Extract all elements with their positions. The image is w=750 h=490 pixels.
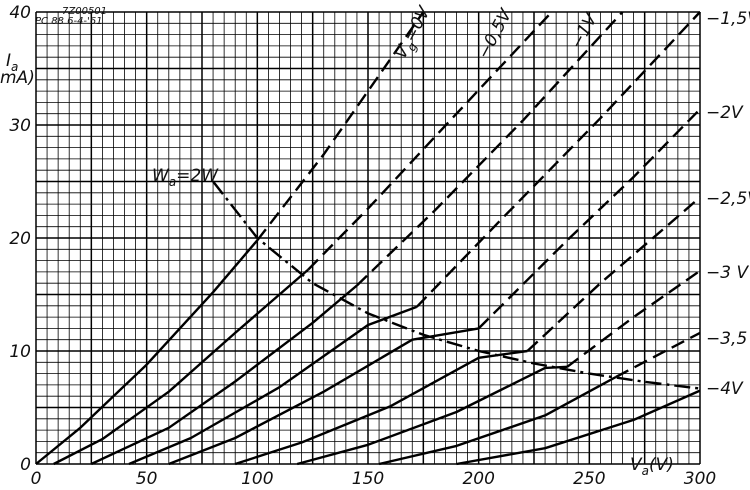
series-dashed-1 xyxy=(307,11,553,271)
dissipation-curve xyxy=(212,180,701,390)
x-tick-label: 100 xyxy=(241,469,273,489)
x-tick-label: 300 xyxy=(684,469,716,489)
series-dashed-4 xyxy=(477,108,701,330)
y-tick-label: 20 xyxy=(9,229,31,249)
y-tick-label: 0 xyxy=(20,455,31,475)
series-dashed-6 xyxy=(566,269,701,368)
series-dashed-2 xyxy=(356,11,624,287)
curves xyxy=(35,11,701,466)
grid xyxy=(35,11,701,465)
y-axis-unit: mA) xyxy=(0,68,35,88)
y-axis-label: Ia xyxy=(6,51,18,74)
series-solid-1 xyxy=(53,268,309,466)
series-label-7: −3,5 V xyxy=(706,329,750,349)
series-label-5: −2,5V xyxy=(706,189,750,209)
y-tick-label: 10 xyxy=(9,342,31,362)
figure-code: 7Z00501 xyxy=(62,6,107,17)
x-tick-label: 250 xyxy=(573,469,605,489)
x-axis-label: Va(V) xyxy=(630,455,674,478)
x-tick-label: 200 xyxy=(462,469,494,489)
y-tick-label: 30 xyxy=(9,116,31,136)
series-label-1: −0,5V xyxy=(474,5,517,62)
dissipation-label: Wa=2W xyxy=(152,166,219,189)
series-solid-4 xyxy=(168,327,479,466)
series-label-6: −3 V xyxy=(706,263,749,283)
series-solid-7 xyxy=(378,375,617,466)
y-tick-label: 40 xyxy=(9,3,31,23)
series-dashed-5 xyxy=(526,196,701,352)
x-tick-label: 50 xyxy=(136,469,158,489)
series-dashed-3 xyxy=(415,11,701,308)
series-solid-6 xyxy=(296,365,568,466)
series-solid-3 xyxy=(128,305,418,466)
x-tick-label: 0 xyxy=(31,469,42,489)
series-label-8: −4V xyxy=(706,379,744,399)
series-dashed-0 xyxy=(256,11,425,242)
series-solid-0 xyxy=(35,239,259,465)
series-label-3: −1,5V xyxy=(706,9,750,29)
x-tick-label: 150 xyxy=(352,469,384,489)
figure-ref: PC 88 6-4-'61 xyxy=(35,16,103,27)
series-solid-2 xyxy=(90,284,358,466)
series-solid-8 xyxy=(456,389,701,466)
series-dashed-7 xyxy=(615,331,701,379)
series-label-4: −2V xyxy=(706,103,744,123)
